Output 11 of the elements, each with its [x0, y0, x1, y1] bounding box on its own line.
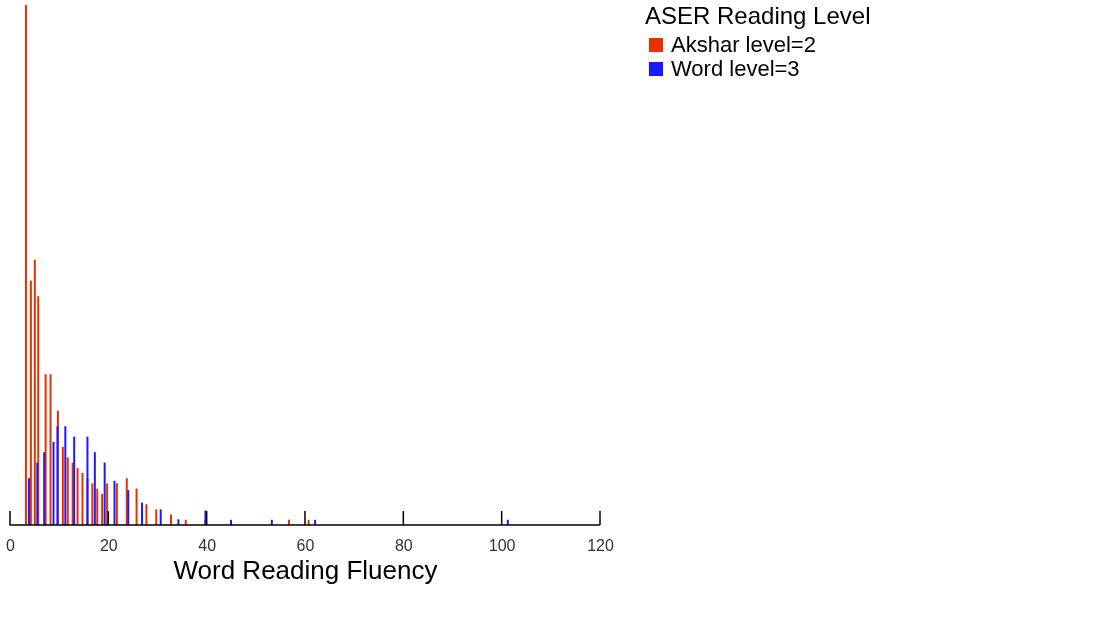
x-axis-title: Word Reading Fluency [173, 554, 438, 585]
x-tick-label: 40 [198, 536, 217, 554]
x-tick-label: 120 [587, 536, 614, 554]
x-tick-label: 100 [488, 536, 516, 554]
legend-title: ASER Reading Level [645, 2, 871, 29]
x-tick-label: 0 [6, 536, 16, 554]
x-tick-label: 60 [296, 536, 315, 554]
legend-label: Word level=3 [671, 56, 800, 81]
x-tick-label: 80 [394, 536, 413, 554]
legend-label: Akshar level=2 [671, 32, 816, 57]
x-tick-label: 20 [99, 536, 118, 554]
